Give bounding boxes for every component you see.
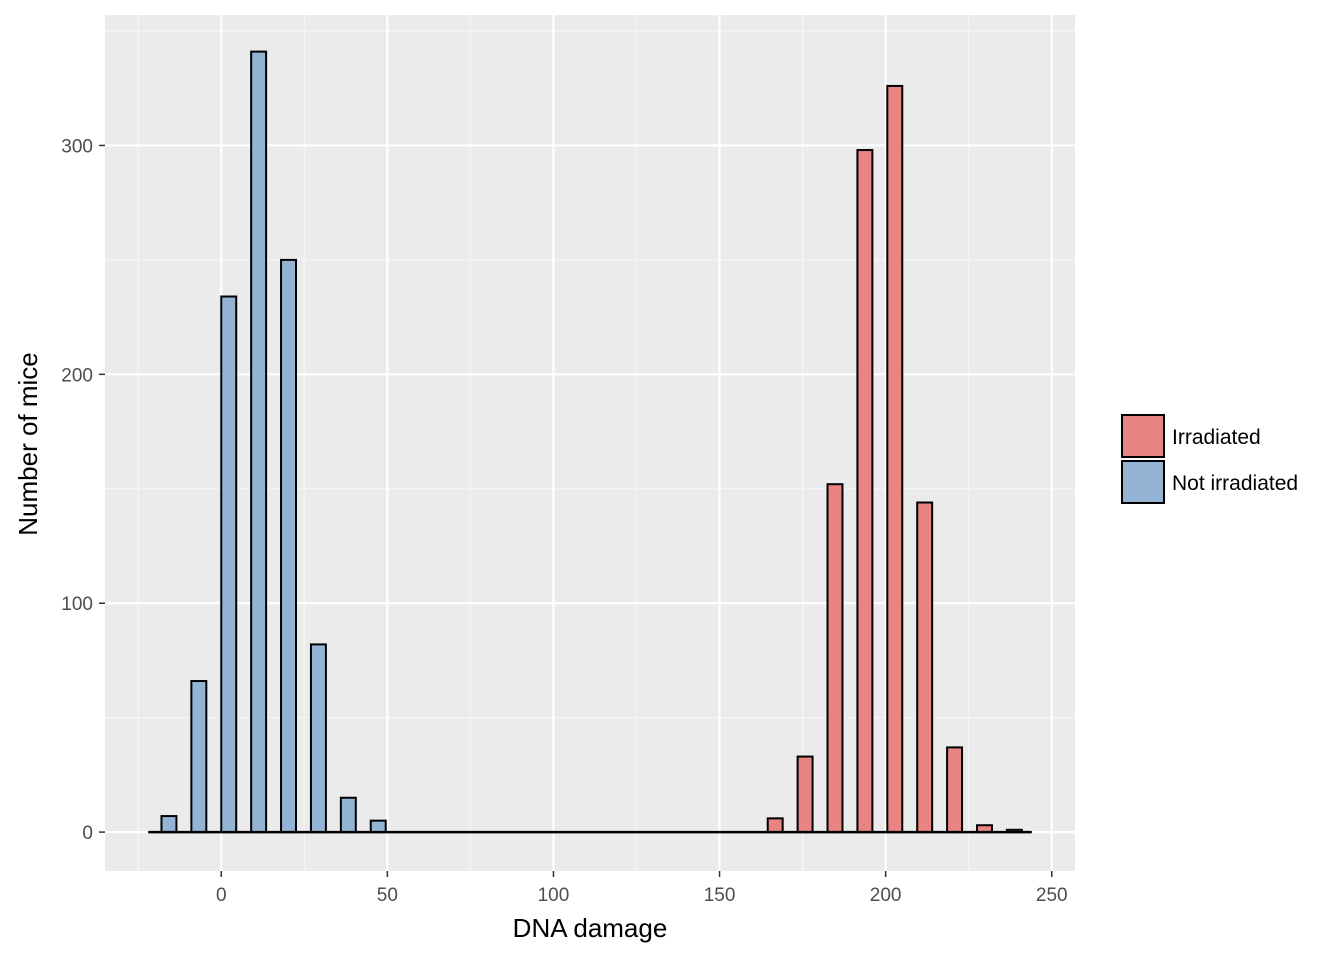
x-axis: 0 50 100 150 200 250 [216, 871, 1068, 906]
y-axis-title: Number of mice [13, 352, 43, 536]
x-tick-label: 0 [216, 885, 227, 906]
bar-not-irradiated [250, 50, 268, 834]
bar-irradiated [946, 746, 964, 834]
x-axis-title: DNA damage [513, 913, 668, 943]
y-tick-label: 100 [61, 594, 93, 615]
bar-not-irradiated [190, 680, 208, 834]
bar-irradiated [796, 755, 814, 834]
bar-not-irradiated [160, 815, 178, 834]
y-tick-label: 300 [61, 136, 93, 157]
bar-irradiated [886, 84, 904, 834]
bar-irradiated [826, 483, 844, 834]
legend-key-irradiated [1121, 414, 1165, 458]
bar-irradiated [766, 817, 784, 834]
bar-irradiated [916, 501, 934, 834]
y-tick-label: 0 [82, 823, 93, 844]
bar-not-irradiated [339, 796, 357, 834]
bar-not-irradiated [220, 295, 238, 834]
bar-not-irradiated [280, 258, 298, 834]
legend-label-irradiated: Irradiated [1172, 426, 1261, 449]
legend: Irradiated Not irradiated [1121, 414, 1298, 504]
y-axis: 0 100 200 300 [61, 136, 105, 844]
x-tick-label: 100 [538, 885, 570, 906]
x-tick-label: 150 [704, 885, 736, 906]
bar-not-irradiated [309, 643, 327, 834]
x-tick-label: 200 [870, 885, 902, 906]
bar-irradiated [856, 149, 874, 834]
legend-label-not-irradiated: Not irradiated [1172, 472, 1298, 495]
x-tick-label: 50 [377, 885, 398, 906]
bar-not-irradiated [369, 819, 387, 834]
y-tick-label: 200 [61, 365, 93, 386]
x-tick-label: 250 [1036, 885, 1068, 906]
legend-key-not-irradiated [1121, 460, 1165, 504]
